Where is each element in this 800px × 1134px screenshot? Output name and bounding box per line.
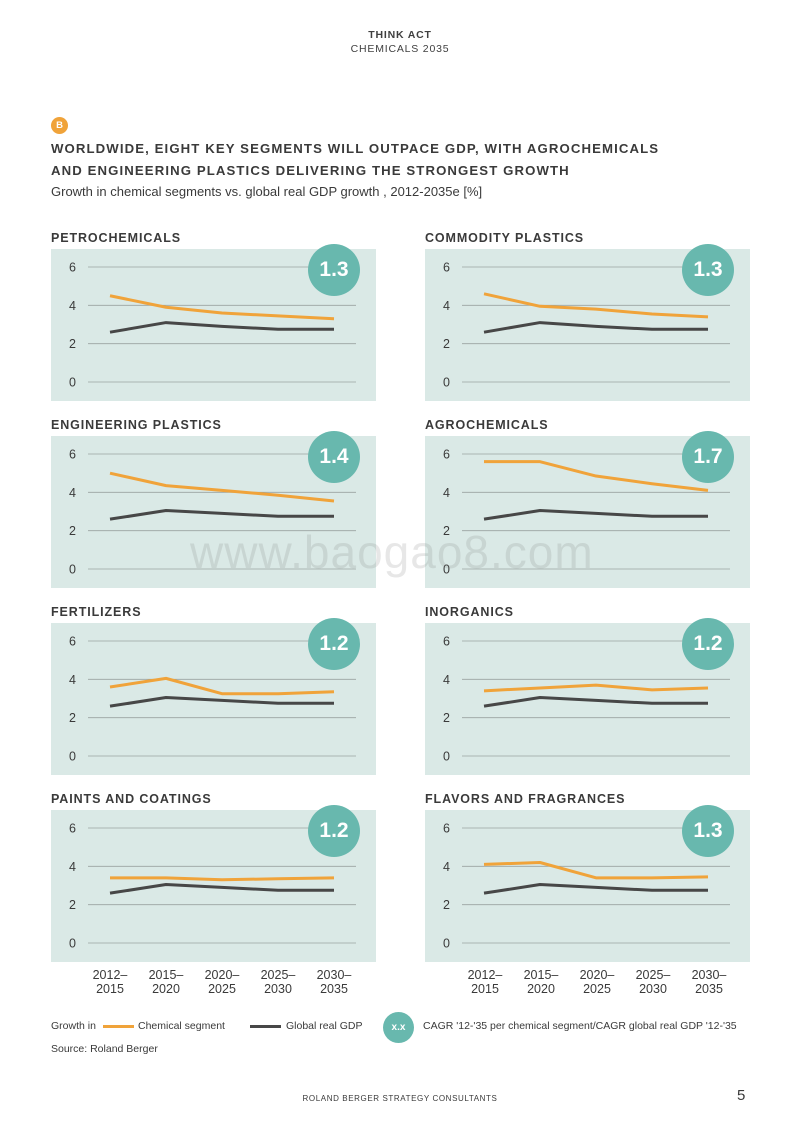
panel-title: AGROCHEMICALS <box>425 418 549 432</box>
chemical-segment-line <box>110 876 335 882</box>
y-tick-label: 2 <box>443 337 450 351</box>
y-tick-label: 4 <box>69 860 76 874</box>
y-tick-label: 6 <box>69 261 76 275</box>
watermark: www.baogao8.com <box>190 526 594 578</box>
x-tick-label: 2012– 2015 <box>467 968 503 996</box>
x-tick-label: 2020– 2025 <box>579 968 615 996</box>
cagr-ratio-badge: 1.2 <box>308 805 360 857</box>
y-tick-label: 6 <box>69 448 76 462</box>
panel-title: PAINTS AND COATINGS <box>51 792 212 806</box>
x-tick-label: 2020– 2025 <box>204 968 240 996</box>
y-tick-label: 2 <box>69 711 76 725</box>
y-tick-label: 4 <box>443 860 450 874</box>
y-tick-label: 4 <box>443 673 450 687</box>
panel-chart: 0 2 4 6 <box>443 822 730 951</box>
cagr-ratio-badge: 1.3 <box>682 805 734 857</box>
x-tick-label: 2015– 2020 <box>148 968 184 996</box>
source-note: Source: Roland Berger <box>51 1043 158 1055</box>
x-tick-label: 2025– 2030 <box>635 968 671 996</box>
legend-gdp-label: Global real GDP <box>286 1020 363 1032</box>
y-tick-label: 0 <box>69 937 76 951</box>
x-tick-label: 2015– 2020 <box>523 968 559 996</box>
y-tick-label: 0 <box>443 750 450 764</box>
header-brand: THINK ACT <box>368 29 432 41</box>
y-tick-label: 2 <box>443 524 450 538</box>
chemical-segment-line <box>109 471 335 503</box>
panel-chart: 0 2 4 6 <box>69 261 356 390</box>
cagr-ratio-badge: 1.4 <box>308 431 360 483</box>
panel-title: ENGINEERING PLASTICS <box>51 418 222 432</box>
cagr-ratio-badge: 1.3 <box>308 244 360 296</box>
header-subtitle: CHEMICALS 2035 <box>350 43 450 55</box>
y-tick-label: 0 <box>69 563 76 577</box>
chemical-segment-line <box>484 460 709 492</box>
y-tick-label: 6 <box>443 635 450 649</box>
global-gdp-line <box>109 321 334 334</box>
cagr-ratio-badge: 1.2 <box>308 618 360 670</box>
global-gdp-line <box>483 696 708 708</box>
legend-chemical-swatch <box>103 1025 134 1028</box>
panel-title: INORGANICS <box>425 605 514 619</box>
panel-title: COMMODITY PLASTICS <box>425 231 585 245</box>
y-tick-label: 6 <box>443 448 450 462</box>
panel-title: FLAVORS AND FRAGRANCES <box>425 792 626 806</box>
y-tick-label: 0 <box>443 563 450 577</box>
cagr-ratio-badge: 1.7 <box>682 431 734 483</box>
cagr-ratio-badge: 1.2 <box>682 618 734 670</box>
global-gdp-line <box>109 883 334 895</box>
global-gdp-line <box>483 509 708 521</box>
y-tick-label: 4 <box>443 299 450 313</box>
y-tick-label: 0 <box>69 376 76 390</box>
footer-company: ROLAND BERGER STRATEGY CONSULTANTS <box>302 1094 498 1103</box>
x-tick-label: 2025– 2030 <box>260 968 296 996</box>
chemical-segment-line <box>483 683 709 693</box>
chemical-segment-line <box>483 292 709 319</box>
global-gdp-line <box>109 509 334 521</box>
panel-title: FERTILIZERS <box>51 605 142 619</box>
section-badge: B <box>51 117 68 134</box>
legend-ratio-badge: x.x <box>383 1012 414 1043</box>
cagr-ratio-badge: 1.3 <box>682 244 734 296</box>
x-tick-label: 2012– 2015 <box>92 968 128 996</box>
legend-prefix: Growth in <box>51 1020 96 1032</box>
y-tick-label: 2 <box>69 524 76 538</box>
panel-chart: 0 2 4 6 <box>69 635 356 764</box>
panel-title: PETROCHEMICALS <box>51 231 181 245</box>
legend-ratio-label: CAGR '12-'35 per chemical segment/CAGR g… <box>423 1020 737 1032</box>
chemical-segment-line <box>109 676 335 696</box>
page-number: 5 <box>737 1087 746 1104</box>
y-tick-label: 2 <box>69 898 76 912</box>
panel-chart: 0 2 4 6 <box>443 635 730 764</box>
y-tick-label: 6 <box>443 261 450 275</box>
chemical-segment-line <box>109 294 335 321</box>
global-gdp-line <box>483 883 708 895</box>
y-tick-label: 4 <box>69 673 76 687</box>
legend-gdp-swatch <box>250 1025 281 1028</box>
y-tick-label: 0 <box>443 376 450 390</box>
chemical-segment-line <box>483 861 709 880</box>
y-tick-label: 2 <box>69 337 76 351</box>
chart-title-line-1: WORLDWIDE, EIGHT KEY SEGMENTS WILL OUTPA… <box>51 141 660 156</box>
chart-subtitle: Growth in chemical segments vs. global r… <box>51 184 483 199</box>
x-tick-label: 2030– 2035 <box>691 968 727 996</box>
global-gdp-line <box>109 696 334 708</box>
y-tick-label: 2 <box>443 711 450 725</box>
y-tick-label: 0 <box>443 937 450 951</box>
y-tick-label: 4 <box>69 299 76 313</box>
chart-title-line-2: AND ENGINEERING PLASTICS DELIVERING THE … <box>51 163 570 178</box>
legend-chemical-label: Chemical segment <box>138 1020 225 1032</box>
y-tick-label: 6 <box>69 635 76 649</box>
y-tick-label: 0 <box>69 750 76 764</box>
y-tick-label: 6 <box>69 822 76 836</box>
y-tick-label: 2 <box>443 898 450 912</box>
x-tick-label: 2030– 2035 <box>316 968 352 996</box>
panel-chart: 0 2 4 6 <box>69 448 356 577</box>
global-gdp-line <box>483 321 708 334</box>
y-tick-label: 4 <box>69 486 76 500</box>
y-tick-label: 6 <box>443 822 450 836</box>
y-tick-label: 4 <box>443 486 450 500</box>
